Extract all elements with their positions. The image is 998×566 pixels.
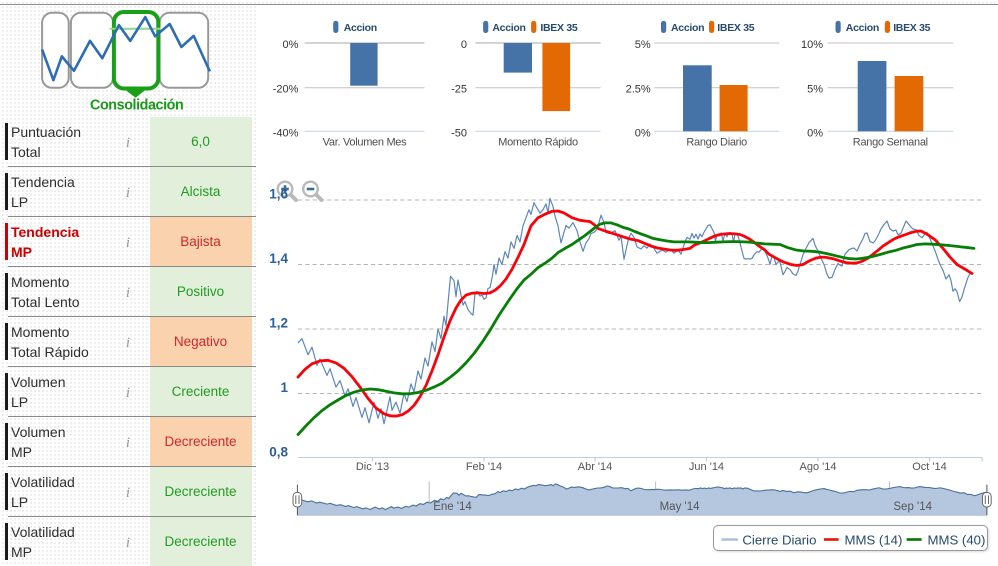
svg-text:MMS (40): MMS (40) <box>928 533 986 548</box>
svg-text:1,4: 1,4 <box>269 251 288 266</box>
svg-text:0%: 0% <box>807 127 823 139</box>
svg-text:0%: 0% <box>282 39 298 51</box>
svg-text:Momento Rápido: Momento Rápido <box>498 137 578 149</box>
svg-text:Ene '14: Ene '14 <box>433 501 472 513</box>
svg-text:Jun '14: Jun '14 <box>689 461 724 473</box>
svg-text:0%: 0% <box>635 127 651 139</box>
svg-text:0: 0 <box>461 39 467 51</box>
svg-text:IBEX 35: IBEX 35 <box>540 22 577 34</box>
svg-text:Ago '14: Ago '14 <box>800 461 837 473</box>
svg-text:0,8: 0,8 <box>269 445 288 460</box>
svg-text:Rango Semanal: Rango Semanal <box>853 137 928 149</box>
svg-text:IBEX 35: IBEX 35 <box>717 22 754 34</box>
svg-text:Accion: Accion <box>344 22 377 34</box>
svg-text:Dic '13: Dic '13 <box>356 461 389 473</box>
svg-text:1: 1 <box>280 380 288 395</box>
svg-text:MMS (14): MMS (14) <box>845 533 903 548</box>
svg-text:Accion: Accion <box>492 22 525 34</box>
svg-text:Rango Diario: Rango Diario <box>686 137 747 149</box>
svg-text:5%: 5% <box>807 84 823 96</box>
svg-text:Oct '14: Oct '14 <box>912 461 947 473</box>
svg-text:Abr '14: Abr '14 <box>578 461 613 473</box>
svg-text:1,2: 1,2 <box>269 316 288 331</box>
svg-text:-40%: -40% <box>273 127 299 139</box>
svg-text:IBEX 35: IBEX 35 <box>893 22 930 34</box>
svg-text:Sep '14: Sep '14 <box>893 501 932 513</box>
svg-text:5%: 5% <box>635 39 651 51</box>
svg-text:10%: 10% <box>801 39 823 51</box>
svg-text:-50: -50 <box>451 127 467 139</box>
svg-text:May '14: May '14 <box>660 501 701 513</box>
svg-text:-20%: -20% <box>273 84 299 96</box>
svg-text:2.5%: 2.5% <box>626 84 651 96</box>
svg-text:-25: -25 <box>451 84 467 96</box>
svg-text:Consolidación: Consolidación <box>90 98 183 114</box>
svg-text:Cierre Diario: Cierre Diario <box>743 533 817 548</box>
svg-text:Accion: Accion <box>846 22 879 34</box>
svg-text:Accion: Accion <box>671 22 704 34</box>
svg-text:Feb '14: Feb '14 <box>466 461 502 473</box>
svg-text:1,6: 1,6 <box>269 187 288 202</box>
svg-text:Var. Volumen Mes: Var. Volumen Mes <box>323 137 407 149</box>
